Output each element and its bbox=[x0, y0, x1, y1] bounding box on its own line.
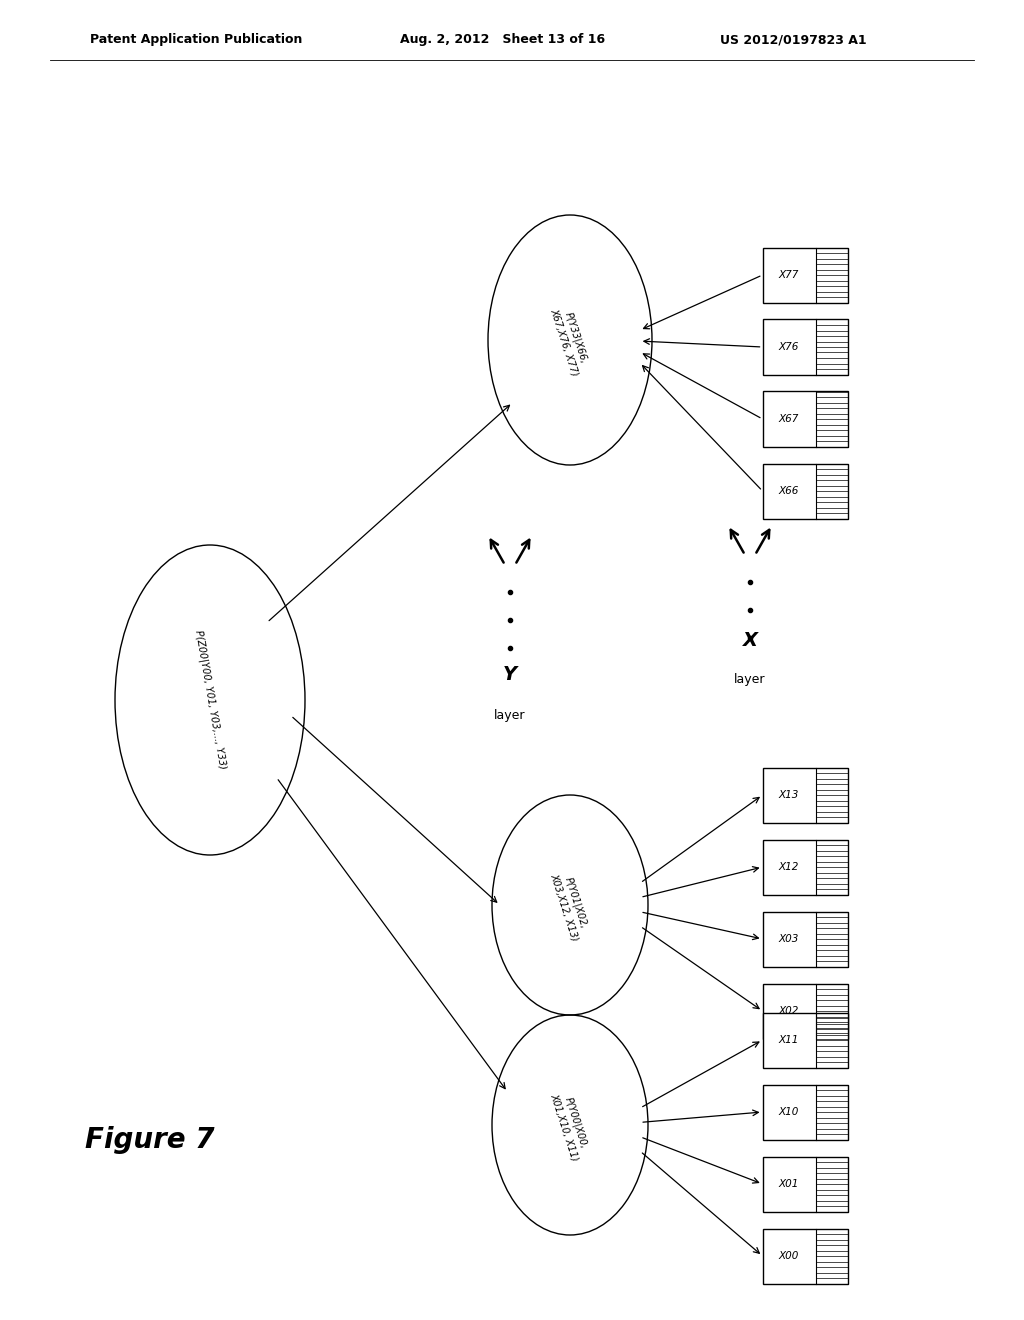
Bar bbox=[763, 1012, 848, 1068]
Bar bbox=[763, 840, 848, 895]
Text: layer: layer bbox=[495, 709, 525, 722]
Bar bbox=[763, 1229, 848, 1283]
Bar bbox=[763, 319, 848, 375]
Text: X01: X01 bbox=[779, 1179, 799, 1189]
Text: X02: X02 bbox=[779, 1006, 799, 1016]
Text: X12: X12 bbox=[779, 862, 799, 873]
Bar bbox=[763, 1156, 848, 1212]
Text: P(Z00|Y00, Y01, Y03,..., Y33): P(Z00|Y00, Y01, Y03,..., Y33) bbox=[193, 630, 227, 771]
Bar bbox=[763, 463, 848, 519]
Text: X: X bbox=[742, 631, 758, 649]
Text: P(Y01|X02,
X03,X12, X13): P(Y01|X02, X03,X12, X13) bbox=[549, 869, 592, 942]
Bar bbox=[763, 1085, 848, 1139]
Text: Y: Y bbox=[503, 665, 517, 685]
Bar bbox=[763, 248, 848, 302]
Text: layer: layer bbox=[734, 673, 766, 686]
Text: X13: X13 bbox=[779, 789, 799, 800]
Text: P(Y33|X66,
X67,X76, X77): P(Y33|X66, X67,X76, X77) bbox=[549, 304, 592, 378]
Text: X00: X00 bbox=[779, 1251, 799, 1261]
Text: Aug. 2, 2012   Sheet 13 of 16: Aug. 2, 2012 Sheet 13 of 16 bbox=[400, 33, 605, 46]
Text: X76: X76 bbox=[779, 342, 799, 352]
Text: X03: X03 bbox=[779, 935, 799, 944]
Text: X77: X77 bbox=[779, 271, 799, 280]
Bar bbox=[763, 767, 848, 822]
Bar bbox=[763, 983, 848, 1039]
Text: X67: X67 bbox=[779, 414, 799, 424]
Bar bbox=[763, 912, 848, 966]
Text: X66: X66 bbox=[779, 486, 799, 496]
Text: US 2012/0197823 A1: US 2012/0197823 A1 bbox=[720, 33, 866, 46]
Text: P(Y00|X00,
X01,X10, X11): P(Y00|X00, X01,X10, X11) bbox=[549, 1088, 592, 1162]
Text: Patent Application Publication: Patent Application Publication bbox=[90, 33, 302, 46]
Text: X10: X10 bbox=[779, 1107, 799, 1117]
Text: Figure 7: Figure 7 bbox=[85, 1126, 215, 1154]
Bar bbox=[763, 392, 848, 446]
Text: X11: X11 bbox=[779, 1035, 799, 1045]
